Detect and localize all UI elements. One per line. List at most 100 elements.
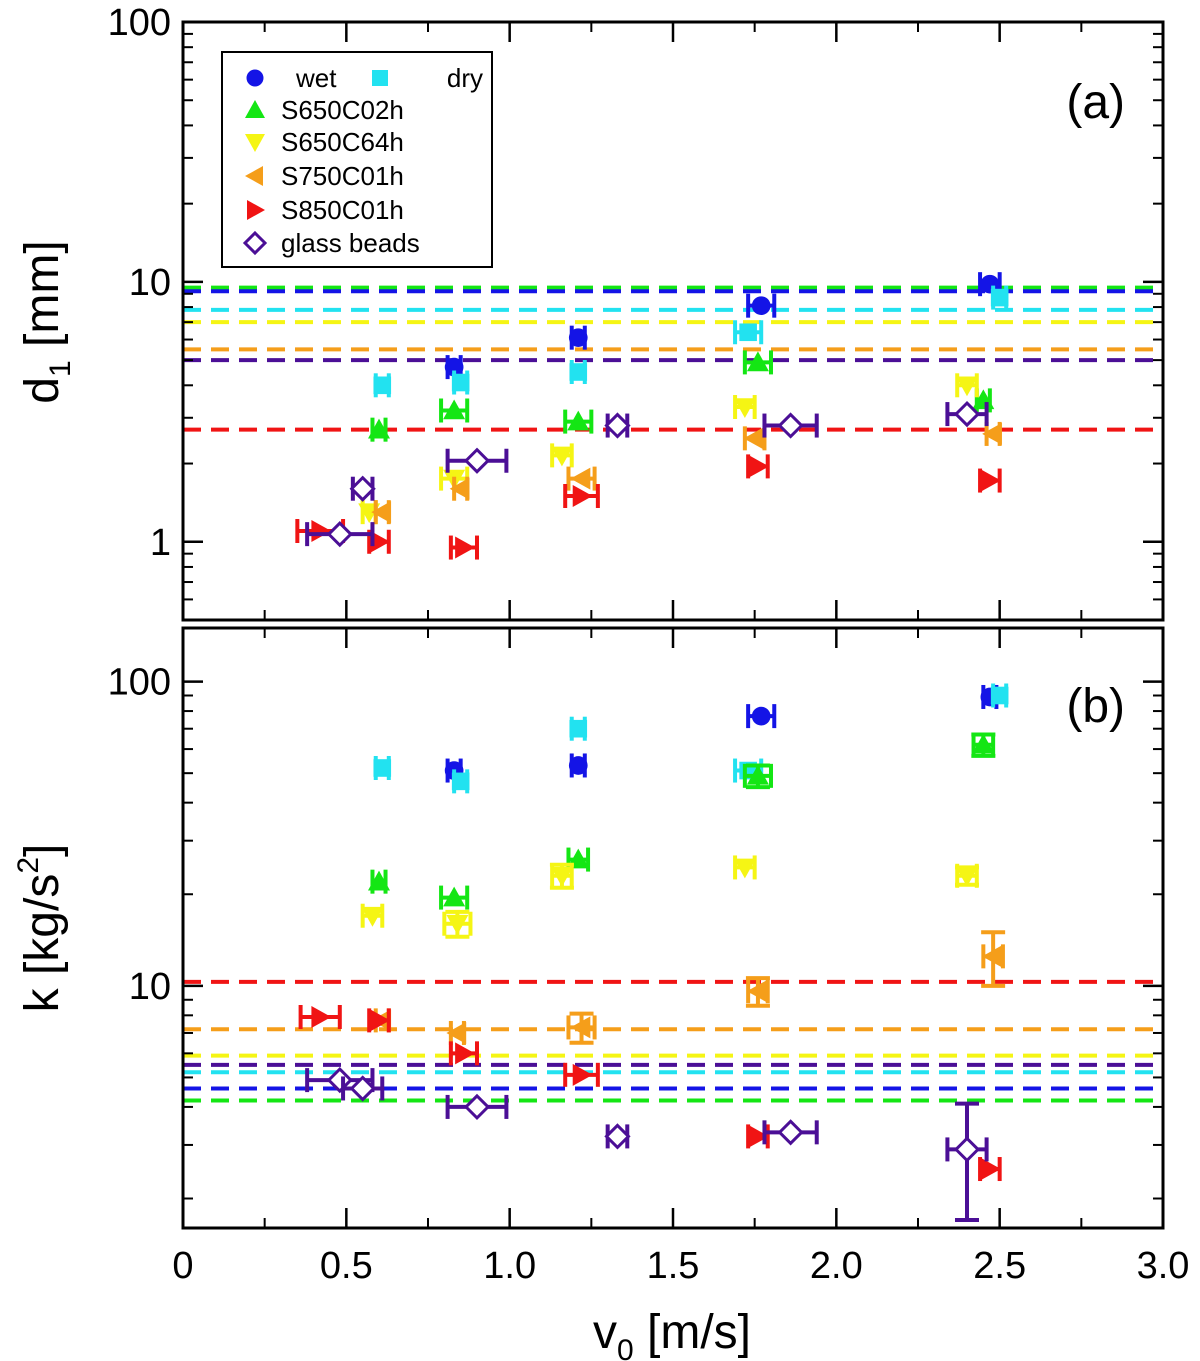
point-dry [990,686,1009,705]
panel-b-xlabel-sub: 0 [617,1334,634,1361]
panel-a-ylabel-unit: [mm] [16,240,69,360]
panel-b-frame [181,626,1165,1230]
legend-marker-s750c01h [245,166,263,186]
point-s650c02h [567,410,590,431]
point-dry [990,288,1009,307]
point-s650c64h [550,866,573,887]
point-s750c01h [446,1021,467,1044]
point-s650c02h [443,886,466,907]
panel-b-xlabel-unit: [m/s] [634,1306,751,1359]
x-tick-label: 0.5 [320,1245,373,1287]
x-tick-label: 2.0 [810,1245,863,1287]
point-wet [568,756,588,775]
point-s650c64h [550,446,573,467]
point-s750c01h [982,945,1002,968]
legend-box [221,51,493,268]
point-s650c02h [972,733,995,754]
point-dry [373,759,392,777]
point-s850c01h [749,1125,769,1148]
point-glass-beads [953,1136,981,1163]
point-glass-beads [777,412,804,439]
legend-marker-s650c02h [245,100,265,118]
point-s650c02h [746,764,769,785]
legend-marker-s650c64h [245,134,265,152]
point-s850c01h [981,1158,1001,1181]
point-wet [751,296,771,316]
point-dry [739,323,757,342]
point-s650c64h [733,398,756,419]
point-glass-beads [326,521,353,548]
point-glass-beads [349,475,376,502]
panel-a-frame [181,20,1165,622]
point-s850c01h [455,536,475,559]
point-s650c64h [361,906,384,927]
point-s650c02h [746,351,769,372]
point-s750c01h [746,980,767,1003]
panel-b-ylabel: k [kg/s2] [12,844,69,1013]
y-tick-label: 10 [129,262,171,304]
point-glass-beads [604,412,631,439]
panel-b-hlines [183,979,1163,1103]
panel-a-ylabel-sub: 1 [44,360,77,377]
panel-b-ylabel-sup: 2 [12,857,45,874]
legend-label-s650c02h: S650C02h [281,95,404,125]
legend-marker-wet [246,69,264,87]
legend-marker-dry [372,70,388,86]
legend-label-s650c64h: S650C64h [281,127,404,157]
panel-b-ylabel-end: ] [16,844,69,857]
y-tick-label: 100 [108,662,171,704]
point-glass-beads [463,447,491,474]
legend-label-s850c01h: S850C01h [281,195,404,225]
point-s850c01h [981,469,1001,492]
legend-label-glass-beads: glass beads [281,228,420,258]
point-glass-beads [953,400,981,428]
point-glass-beads [326,1066,353,1094]
point-s850c01h [370,1009,390,1032]
panel-a-data [295,272,1009,560]
y-tick-label: 1 [150,522,171,564]
point-glass-beads [463,1093,491,1121]
panel-a-ylabel: d1 [mm] [16,240,77,403]
point-dry [569,363,588,381]
point-s750c01h [743,427,764,450]
point-s850c01h [370,530,390,553]
point-s850c01h [455,1042,475,1065]
x-tick-label: 2.5 [973,1245,1026,1287]
point-s650c02h [972,389,995,410]
legend-label-wet: wet [295,63,337,93]
panel-b: 0 0.5 1.0 1.5 2.0 2.5 3.0 10 100 (b) k [kg/s2] v… [12,626,1190,1361]
point-wet [444,357,464,377]
panel-b-ylabel-main: k [kg/s [16,874,69,1013]
legend-label-dry: dry [447,63,483,93]
point-wet [568,328,588,348]
point-s850c01h [572,1063,593,1086]
point-dry [451,772,470,791]
x-tick-label: 1.5 [647,1245,700,1287]
panel-b-xlabel: v0 [m/s] [593,1306,751,1361]
point-s850c01h [572,485,593,508]
x-tick-label: 0 [172,1245,193,1287]
panel-a-hlines [183,285,1163,432]
panel-a-ylabel-main: d [16,377,69,404]
point-s850c01h [311,1005,332,1028]
x-tick-label: 3.0 [1137,1245,1190,1287]
point-s750c01h [570,1016,591,1039]
point-glass-beads [349,1075,376,1102]
point-s650c64h [956,866,978,887]
y-tick-label: 100 [108,2,171,44]
point-dry [569,719,588,738]
panel-b-xlabel-main: v [593,1306,617,1359]
point-s650c02h [368,870,390,891]
panel-a-label: (a) [1066,76,1125,129]
point-s650c02h [368,418,390,439]
point-glass-beads [777,1119,804,1146]
point-s750c01h [449,477,470,500]
point-dry [451,373,470,392]
point-s650c64h [446,914,469,935]
legend-label-s750c01h: S750C01h [281,161,404,191]
legend-marker-glass-beads [242,230,268,256]
